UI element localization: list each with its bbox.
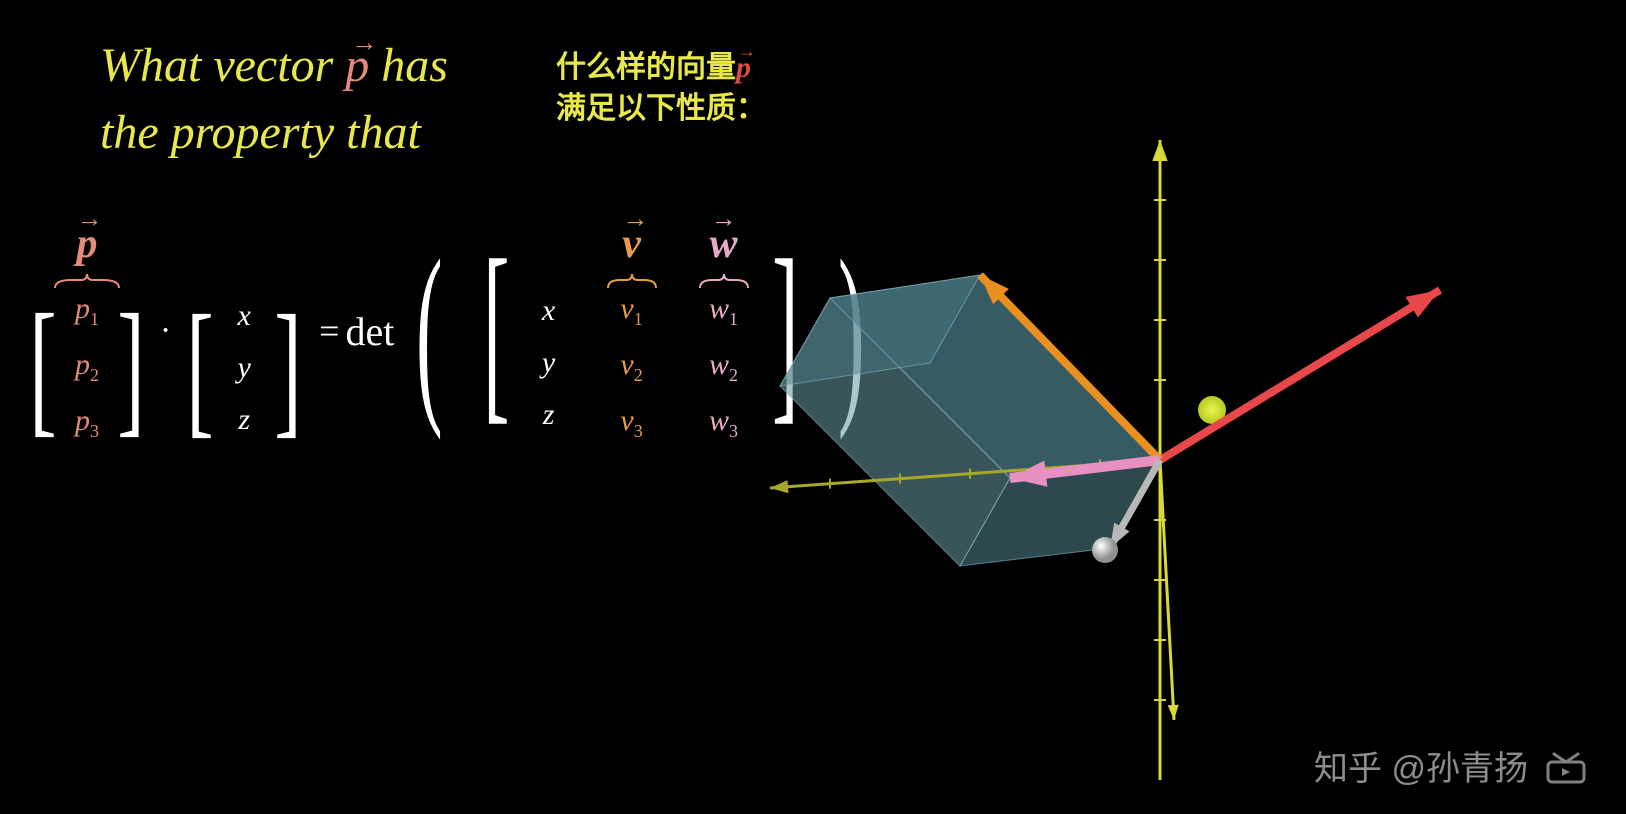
tv-icon [1542, 746, 1590, 786]
det-label: det [345, 308, 394, 355]
title-line-2: the property that [100, 99, 448, 166]
xyz-column: [ xyz ] [175, 225, 313, 437]
title-line-1: What vector →p has [100, 32, 448, 99]
watermark: 知乎 @孙青扬 [1314, 741, 1590, 790]
brace-icon [696, 272, 752, 292]
p-vector-column: → p [ p1p2p3 ] [18, 220, 156, 442]
cn-line-2: 满足以下性质： [556, 89, 766, 130]
vector-3d-visualization [750, 100, 1600, 800]
dot-operator: · [160, 312, 171, 350]
title-chinese: 什么样的向量→p 满足以下性质： [556, 48, 766, 129]
title-english: What vector →p has the property that [100, 32, 448, 166]
cn-line-1: 什么样的向量→p [556, 48, 766, 89]
brace-icon [51, 272, 123, 292]
equals-sign: = [319, 310, 339, 352]
brace-icon [604, 272, 660, 292]
matrix-3x3: xyz → v v1v2v3 → w [530, 220, 752, 442]
